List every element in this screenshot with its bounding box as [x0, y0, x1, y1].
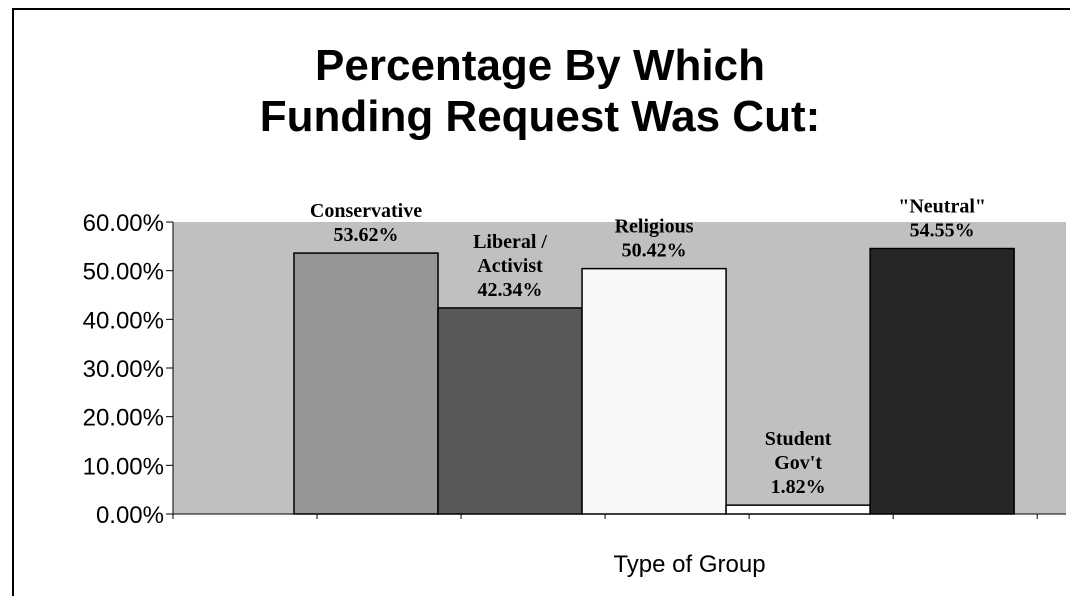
bar-3: [725, 504, 871, 515]
y-ticks: 0.00% 10.00% 20.00% 30.00% 40.00% 50.00% 60.00…: [83, 210, 1038, 529]
chart-title: Percentage By Which Funding Request Was …: [155, 40, 925, 142]
chart-title-line-1: Percentage By Which: [315, 41, 765, 90]
y-tick-label: 40.00%: [83, 307, 164, 334]
bar-label-0-0: Conservative: [310, 200, 422, 222]
bar-label-2-1: 50.42%: [622, 240, 687, 262]
bar-label-3-0: Student: [765, 428, 832, 450]
bar-1: [437, 307, 583, 515]
bar-label-1-0: Liberal /: [473, 231, 547, 253]
bar-label-0-1: 53.62%: [334, 224, 399, 246]
bar-4: [869, 247, 1015, 515]
y-tick-label: 20.00%: [83, 405, 164, 432]
bar-2: [581, 267, 727, 515]
y-tick-label: 60.00%: [83, 210, 164, 237]
bar-label-3-2: 1.82%: [771, 476, 826, 498]
x-axis-title: Type of Group: [613, 551, 765, 578]
bar-label-2-0: Religious: [615, 216, 694, 238]
y-tick-label: 50.00%: [83, 259, 164, 286]
y-tick-label: 30.00%: [83, 356, 164, 383]
bar-label-4-1: 54.55%: [910, 220, 975, 242]
bar-0: [293, 252, 439, 515]
bar-label-1-1: Activist: [477, 255, 543, 277]
bar-label-3-1: Gov't: [774, 452, 822, 474]
bars-layer: [293, 247, 1015, 515]
y-tick-label: 0.00%: [96, 502, 164, 529]
bar-label-1-2: 42.34%: [478, 279, 543, 301]
bar-label-4-0: "Neutral": [898, 196, 986, 218]
chart-title-line-2: Funding Request Was Cut:: [259, 92, 821, 142]
y-tick-label: 10.00%: [83, 453, 164, 480]
